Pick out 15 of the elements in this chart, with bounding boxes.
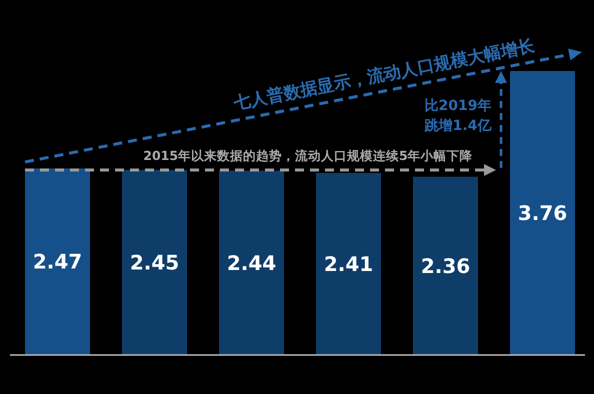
bar [413,176,478,355]
bar [510,71,575,355]
bar [316,172,381,355]
data-label: 2.45 [130,250,180,274]
annotation: 跳增1.4亿 [424,118,492,134]
data-label: 2.36 [420,254,470,278]
data-label: 2.41 [324,252,374,276]
data-label: 2.47 [32,250,82,274]
annotation: 2015年以来数据的趋势，流动人口规模连续5年小幅下降 [143,148,474,163]
annotation: 比2019年 [424,98,492,114]
data-label: 3.76 [518,201,568,225]
bar [219,170,284,355]
bar [122,170,187,355]
bar [25,168,90,355]
data-label: 2.44 [226,250,276,275]
